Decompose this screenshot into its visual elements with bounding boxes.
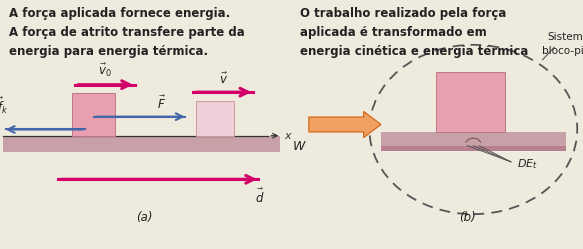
Text: A força de atrito transfere parte da: A força de atrito transfere parte da bbox=[9, 26, 244, 39]
Text: $\Delta E_{\mathrm{mec}}$: $\Delta E_{\mathrm{mec}}$ bbox=[453, 95, 488, 110]
Text: $\vec{d}$: $\vec{d}$ bbox=[255, 188, 265, 206]
Bar bbox=[381, 146, 566, 151]
Text: (b): (b) bbox=[459, 211, 476, 224]
Text: O trabalho realizado pela força: O trabalho realizado pela força bbox=[300, 7, 507, 20]
Bar bbox=[3, 136, 280, 152]
Text: Sistema: Sistema bbox=[547, 32, 583, 42]
Bar bbox=[72, 93, 115, 136]
Bar bbox=[381, 132, 566, 146]
Bar bbox=[436, 72, 505, 132]
Text: $DE_t$: $DE_t$ bbox=[517, 157, 538, 171]
Text: A força aplicada fornece energia.: A força aplicada fornece energia. bbox=[9, 7, 230, 20]
Text: $\vec{f}_k$: $\vec{f}_k$ bbox=[0, 96, 8, 116]
Text: (a): (a) bbox=[136, 211, 153, 224]
Text: $\vec{v}$: $\vec{v}$ bbox=[219, 72, 228, 87]
Text: aplicada é transformado em: aplicada é transformado em bbox=[300, 26, 487, 39]
Bar bbox=[196, 101, 234, 136]
Text: energia para energia térmica.: energia para energia térmica. bbox=[9, 45, 208, 58]
Text: x: x bbox=[285, 131, 291, 141]
Text: energia cinética e energia térmica: energia cinética e energia térmica bbox=[300, 45, 529, 58]
Text: $\vec{v}_0$: $\vec{v}_0$ bbox=[99, 62, 112, 79]
Text: W: W bbox=[293, 140, 305, 153]
Text: $\vec{F}$: $\vec{F}$ bbox=[157, 95, 166, 112]
Text: bloco-piso: bloco-piso bbox=[542, 46, 583, 56]
FancyArrow shape bbox=[309, 111, 381, 137]
